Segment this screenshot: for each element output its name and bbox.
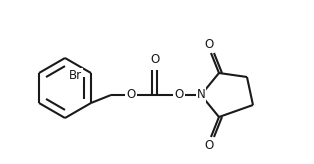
Text: N: N [197, 89, 205, 102]
Text: O: O [204, 139, 214, 152]
Text: Br: Br [69, 69, 82, 82]
Text: O: O [174, 89, 184, 102]
Text: O: O [126, 89, 136, 102]
Text: O: O [204, 38, 214, 51]
Text: O: O [150, 53, 160, 66]
